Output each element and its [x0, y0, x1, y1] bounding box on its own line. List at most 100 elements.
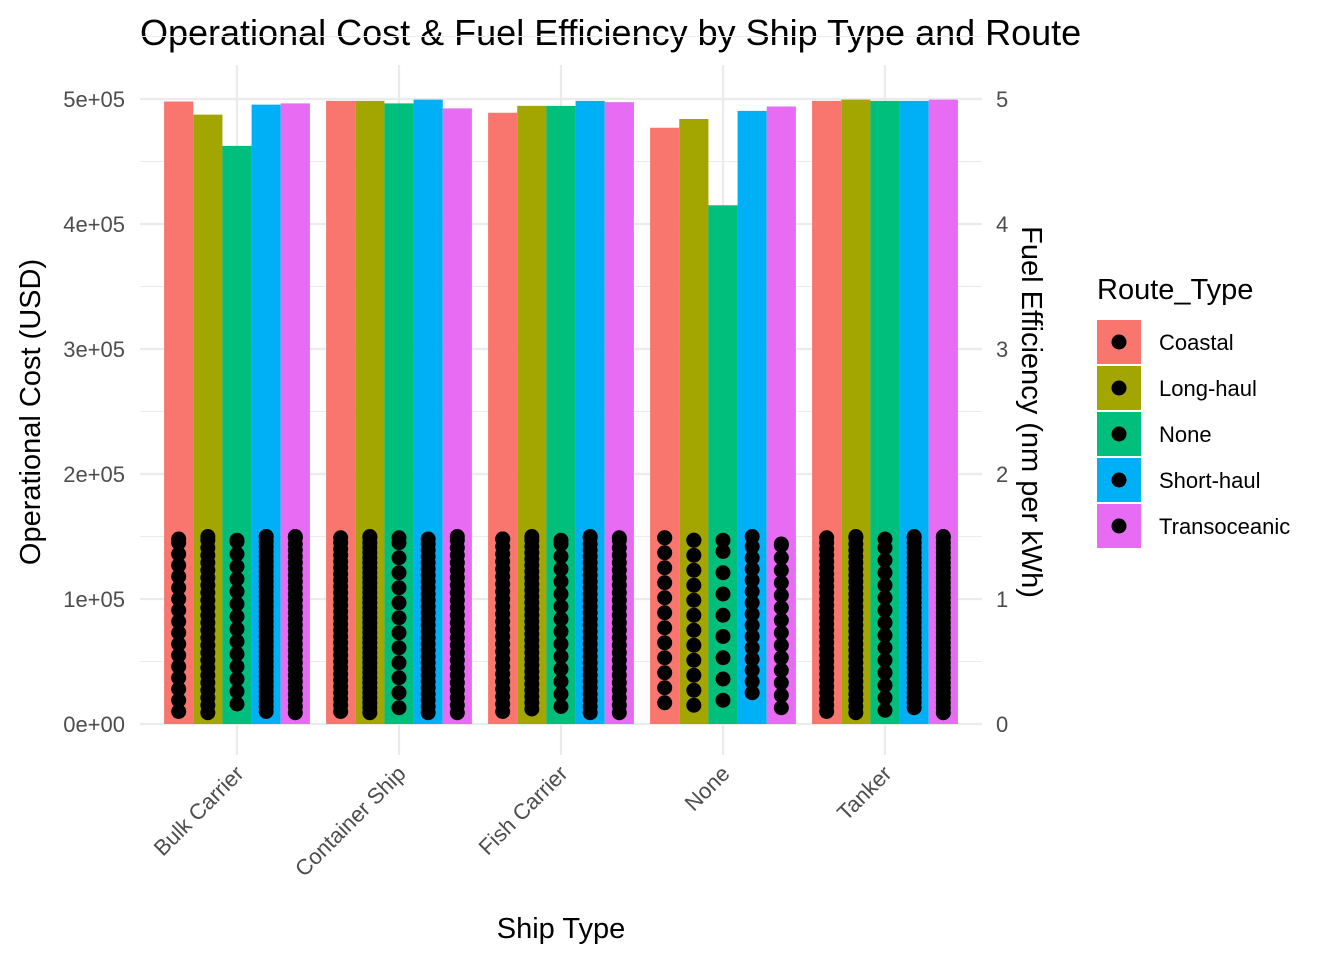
bars-layer	[164, 99, 958, 725]
efficiency-point	[715, 629, 731, 644]
y-axis-left-title: Operational Cost (USD)	[15, 259, 47, 565]
bar-none-none	[708, 205, 738, 724]
efficiency-point	[495, 531, 511, 547]
efficiency-point	[553, 699, 569, 714]
efficiency-point	[715, 565, 731, 581]
efficiency-point	[391, 530, 407, 546]
efficiency-point	[200, 529, 216, 544]
efficiency-point	[744, 662, 760, 678]
legend-label-none: None	[1159, 422, 1212, 447]
efficiency-point	[686, 547, 702, 563]
efficiency-point	[657, 605, 673, 621]
efficiency-point	[773, 536, 789, 552]
efficiency-point	[686, 652, 702, 668]
efficiency-point	[773, 625, 789, 641]
y-tick-label-right: 5	[996, 87, 1008, 112]
efficiency-point	[657, 680, 673, 696]
efficiency-point	[229, 609, 245, 624]
efficiency-point	[686, 562, 702, 578]
efficiency-point	[171, 531, 187, 547]
legend-point-icon	[1111, 518, 1127, 534]
efficiency-point	[229, 671, 245, 687]
efficiency-point	[171, 614, 187, 629]
efficiency-point	[171, 546, 187, 562]
efficiency-point	[744, 651, 760, 667]
efficiency-point	[877, 590, 893, 606]
efficiency-point	[715, 607, 731, 623]
efficiency-point	[657, 575, 673, 591]
efficiency-point	[744, 572, 760, 588]
efficiency-point	[906, 529, 922, 544]
efficiency-point	[391, 565, 407, 581]
efficiency-point	[657, 590, 673, 606]
y-axis-right: 0 1 2 3 4 5	[996, 87, 1008, 737]
efficiency-point	[715, 586, 731, 602]
legend-point-icon	[1111, 472, 1127, 488]
efficiency-point	[744, 606, 760, 622]
efficiency-point	[744, 595, 760, 611]
efficiency-point	[391, 700, 407, 716]
efficiency-point	[229, 559, 245, 574]
chart-title: Operational Cost & Fuel Efficiency by Sh…	[140, 12, 1081, 53]
x-axis-title: Ship Type	[497, 913, 625, 945]
efficiency-point	[171, 625, 187, 641]
y-tick-label-left: 2e+05	[63, 462, 125, 487]
efficiency-point	[877, 690, 893, 706]
efficiency-point	[229, 634, 245, 649]
efficiency-point	[935, 529, 951, 544]
efficiency-point	[553, 686, 569, 702]
efficiency-point	[553, 561, 569, 577]
efficiency-point	[553, 532, 569, 548]
efficiency-point	[686, 607, 702, 623]
efficiency-point	[686, 667, 702, 683]
efficiency-point	[553, 649, 569, 664]
y-tick-label-left: 0e+00	[63, 712, 125, 737]
efficiency-point	[686, 622, 702, 638]
legend-point-icon	[1111, 380, 1127, 396]
efficiency-point	[773, 675, 789, 691]
efficiency-point	[171, 670, 187, 686]
legend: Route_Type Coastal Long-haul None Short-hau…	[1097, 274, 1290, 548]
efficiency-point	[715, 692, 731, 708]
efficiency-point	[744, 550, 760, 566]
efficiency-point	[877, 652, 893, 668]
efficiency-point	[171, 557, 187, 573]
efficiency-point	[229, 571, 245, 587]
efficiency-point	[553, 674, 569, 689]
efficiency-point	[773, 612, 789, 628]
efficiency-point	[877, 665, 893, 681]
efficiency-point	[877, 531, 893, 547]
y-tick-label-right: 3	[996, 337, 1008, 362]
efficiency-point	[171, 591, 187, 607]
efficiency-point	[553, 624, 569, 639]
y-tick-label-left: 1e+05	[63, 587, 125, 612]
efficiency-point	[657, 620, 673, 636]
y-tick-label-right: 0	[996, 712, 1008, 737]
efficiency-point	[229, 621, 245, 637]
efficiency-point	[333, 530, 349, 546]
efficiency-point	[391, 550, 407, 566]
legend-label-coastal: Coastal	[1159, 330, 1234, 355]
legend-label-long-haul: Long-haul	[1159, 376, 1257, 401]
efficiency-point	[553, 574, 569, 589]
y-tick-label-left: 4e+05	[63, 212, 125, 237]
efficiency-point	[773, 562, 789, 578]
efficiency-point	[171, 636, 187, 652]
efficiency-point	[449, 529, 465, 544]
efficiency-point	[657, 560, 673, 576]
efficiency-point	[657, 650, 673, 666]
x-tick-label: Tanker	[832, 761, 896, 825]
efficiency-point	[715, 650, 731, 666]
efficiency-point	[657, 545, 673, 561]
efficiency-point	[744, 561, 760, 577]
efficiency-point	[420, 531, 436, 547]
efficiency-point	[744, 617, 760, 633]
efficiency-point	[848, 529, 864, 544]
efficiency-point	[686, 697, 702, 713]
efficiency-point	[773, 575, 789, 591]
efficiency-point	[171, 602, 187, 618]
efficiency-point	[877, 677, 893, 693]
efficiency-point	[744, 640, 760, 656]
efficiency-point	[715, 544, 731, 559]
